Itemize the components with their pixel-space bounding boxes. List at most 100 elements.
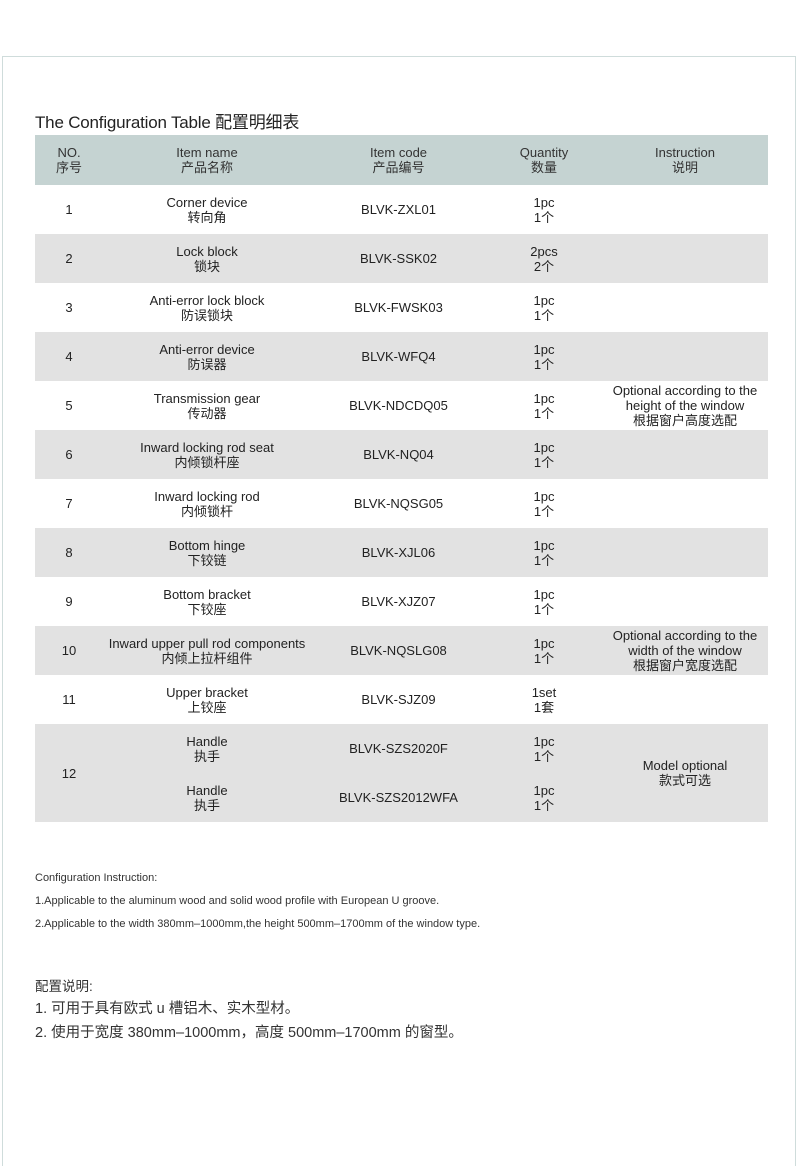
item-name-line: 传动器 xyxy=(187,405,227,421)
item-code-line: BLVK-ZXL01 xyxy=(361,202,436,217)
item-code: BLVK-NDCDQ05 xyxy=(311,381,486,430)
column-header: NO. 序号 xyxy=(35,135,103,185)
row-number: 8 xyxy=(35,528,103,577)
item-name-line: Handle xyxy=(186,733,228,749)
item-code: BLVK-SZS2020F xyxy=(311,724,486,773)
table-row: 10 Inward upper pull rod components 内倾上拉杆组… xyxy=(35,626,768,675)
quantity-line: 1个 xyxy=(533,601,555,617)
column-header-en: Item name xyxy=(176,145,238,160)
item-code: BLVK-SJZ09 xyxy=(311,675,486,724)
quantity-line: 1pc xyxy=(533,733,555,749)
column-header-en: Quantity xyxy=(519,145,569,160)
quantity-line: 1个 xyxy=(533,650,555,666)
row-number: 10 xyxy=(35,626,103,675)
quantity-line: 1个 xyxy=(533,552,555,568)
quantity-line: 1个 xyxy=(533,503,555,519)
instruction-line: 根据窗户高度选配 xyxy=(632,413,737,428)
quantity-line: 1pc xyxy=(533,586,555,602)
item-name-line: 锁块 xyxy=(193,258,220,274)
column-header-cn: 产品编号 xyxy=(372,160,425,175)
instruction: Optional according to the width of the wi… xyxy=(602,626,768,675)
quantity-line: 1pc xyxy=(533,537,555,553)
instruction xyxy=(602,675,768,724)
quantity: 1pc 1个 xyxy=(486,724,602,773)
instruction: Model optional 款式可选 xyxy=(602,724,768,822)
table-row: 4 Anti-error device 防误器 BLVK-WFQ4 1pc 1个 xyxy=(35,332,768,381)
row-number: 6 xyxy=(35,430,103,479)
table-row: 6 Inward locking rod seat 内倾锁杆座 BLVK-NQ04 1p… xyxy=(35,430,768,479)
item-name-line: Upper bracket xyxy=(166,684,248,700)
item-code: BLVK-NQ04 xyxy=(311,430,486,479)
row-number-line: 4 xyxy=(65,349,73,364)
item-code-line: BLVK-SZS2012WFA xyxy=(339,790,458,805)
row-number-line: 8 xyxy=(65,545,73,560)
column-header-en: Instruction xyxy=(655,145,715,160)
instruction-line: Optional according to the xyxy=(612,383,758,398)
item-name-line: 内倾上拉杆组件 xyxy=(161,650,253,666)
quantity-line: 1pc xyxy=(533,488,555,504)
column-header: Item code 产品编号 xyxy=(311,135,486,185)
instruction-line: height of the window xyxy=(625,398,745,413)
item-code-line: BLVK-FWSK03 xyxy=(354,300,443,315)
item-name-line: Transmission gear xyxy=(153,390,261,406)
table-header-row: NO. 序号 Item name 产品名称 Item code 产品编号 Quantity 数… xyxy=(35,135,768,185)
quantity: 1set 1套 xyxy=(486,675,602,724)
item-name: Inward locking rod 内倾锁杆 xyxy=(103,479,311,528)
row-number: 12 xyxy=(35,724,103,822)
row-number: 4 xyxy=(35,332,103,381)
item-name: Bottom hinge 下铰链 xyxy=(103,528,311,577)
item-name-line: Inward upper pull rod components xyxy=(108,635,306,651)
column-header-cn: 产品名称 xyxy=(180,160,233,175)
table-row: 5 Transmission gear 传动器 BLVK-NDCDQ05 1pc 1个 Op… xyxy=(35,381,768,430)
item-code-line: BLVK-SSK02 xyxy=(359,251,438,266)
instruction-en-item: 1.Applicable to the aluminum wood and so… xyxy=(35,895,440,907)
quantity: 1pc 1个 xyxy=(486,185,602,234)
item-name-line: Corner device xyxy=(166,194,248,210)
quantity-line: 1set xyxy=(531,684,557,700)
row-number: 2 xyxy=(35,234,103,283)
instruction xyxy=(602,528,768,577)
item-code-line: BLVK-NQSLG08 xyxy=(350,643,447,658)
quantity: 1pc 1个 xyxy=(486,577,602,626)
item-name: Inward upper pull rod components 内倾上拉杆组件 xyxy=(103,626,311,675)
row-number-line: 9 xyxy=(65,594,73,609)
page-title: The Configuration Table 配置明细表 xyxy=(35,113,300,132)
quantity-line: 1pc xyxy=(533,635,555,651)
quantity: 1pc 1个 xyxy=(486,381,602,430)
instruction-cn-item: 2. 使用于宽度 380mm–1000mm，高度 500mm–1700mm 的窗… xyxy=(35,1025,463,1041)
instruction xyxy=(602,577,768,626)
instruction xyxy=(602,283,768,332)
item-name: Upper bracket 上铰座 xyxy=(103,675,311,724)
instruction xyxy=(602,332,768,381)
quantity: 1pc 1个 xyxy=(486,773,602,822)
item-name-line: Anti-error lock block xyxy=(149,292,265,308)
instruction xyxy=(602,234,768,283)
row-number: 1 xyxy=(35,185,103,234)
row-number-line: 6 xyxy=(65,447,73,462)
row-number: 9 xyxy=(35,577,103,626)
instruction-line: Optional according to the xyxy=(612,628,758,643)
item-name: Lock block 锁块 xyxy=(103,234,311,283)
instruction xyxy=(602,479,768,528)
quantity-line: 1个 xyxy=(533,307,555,323)
item-code-line: BLVK-XJL06 xyxy=(361,545,436,560)
item-code: BLVK-SZS2012WFA xyxy=(311,773,486,822)
quantity-line: 1套 xyxy=(533,699,555,715)
table-row: Handle 执手 BLVK-SZS2012WFA 1pc 1个 xyxy=(35,773,768,822)
item-code-line: BLVK-NQ04 xyxy=(363,447,434,462)
item-name-line: Lock block xyxy=(176,243,238,259)
item-name-line: Bottom hinge xyxy=(168,537,246,553)
table-row: 9 Bottom bracket 下铰座 BLVK-XJZ07 1pc 1个 xyxy=(35,577,768,626)
row-number: 5 xyxy=(35,381,103,430)
quantity-line: 1个 xyxy=(533,748,555,764)
quantity-line: 1pc xyxy=(533,439,555,455)
table-row: 7 Inward locking rod 内倾锁杆 BLVK-NQSG05 1pc 1个 xyxy=(35,479,768,528)
item-name-line: Inward locking rod seat xyxy=(140,439,274,455)
quantity-line: 1pc xyxy=(533,390,555,406)
item-name-line: 下铰链 xyxy=(187,552,227,568)
column-header-cn: 序号 xyxy=(55,160,82,175)
quantity: 1pc 1个 xyxy=(486,283,602,332)
item-name-line: 防误锁块 xyxy=(180,307,233,323)
quantity-line: 1pc xyxy=(533,292,555,308)
item-code: BLVK-XJZ07 xyxy=(311,577,486,626)
